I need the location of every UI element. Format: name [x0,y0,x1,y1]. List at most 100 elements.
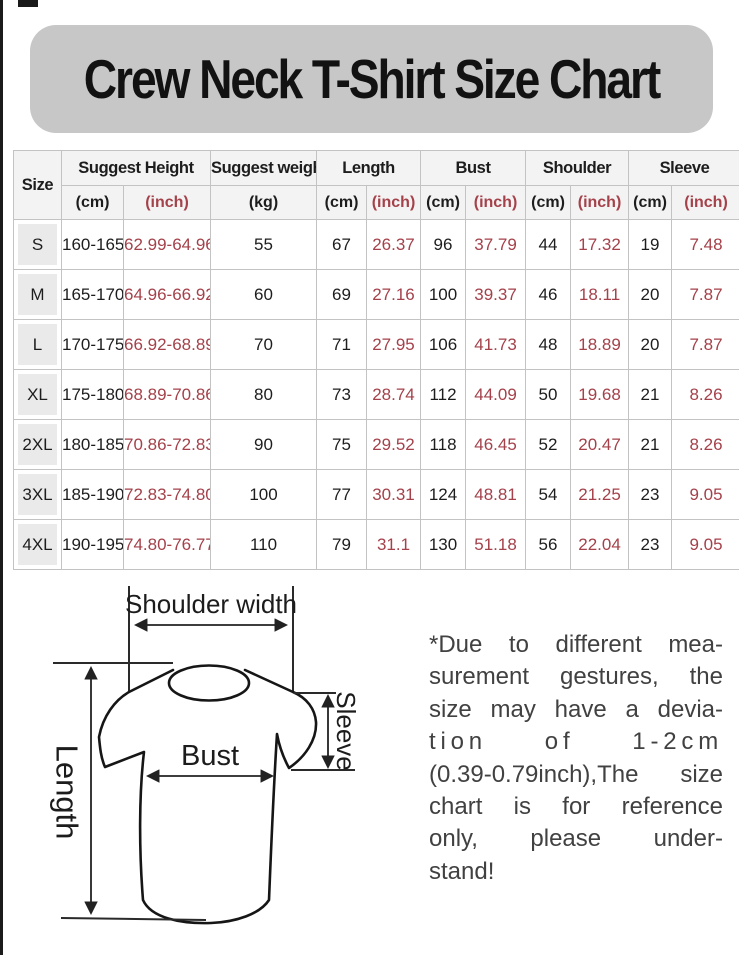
value-cell: 46 [525,269,572,320]
table-row: L 170-175 66.92-68.89 70 71 27.95 106 41.73 48 18… [13,319,739,370]
header-suggest-height: Suggest Height [61,150,211,186]
note-line: stand! [429,857,495,885]
value-cell: 74.80-76.77 [123,519,211,570]
value-cell: 110 [210,519,317,570]
table-header-groups: Size Suggest Height Suggest weight Lengt… [13,150,739,220]
value-cell: 23 [628,519,673,570]
value-cell: 68.89-70.86 [123,369,211,420]
value-cell: 21 [628,369,673,420]
value-cell: 66.92-68.89 [123,319,211,370]
unit-height-cm: (cm) [61,185,124,220]
measurement-note: *Due to different mea-surement gestures,… [429,629,723,888]
value-cell: 90 [210,419,317,470]
value-cell: 185-190 [61,469,124,520]
value-cell: 23 [628,469,673,520]
value-cell: 170-175 [61,319,124,370]
value-cell: 21.25 [570,469,630,520]
neck-ellipse [167,664,251,702]
tshirt-diagram: Shoulder width Length Bust Sleeve [50,586,361,925]
value-cell: 112 [420,369,466,420]
value-cell: 18.89 [570,319,630,370]
header-shoulder: Shoulder [525,150,630,186]
value-cell: 39.37 [464,269,527,320]
value-cell: 19 [628,219,673,270]
unit-length-inch: (inch) [366,185,421,220]
table-row: XL 175-180 68.89-70.86 80 73 28.74 112 44.09 50 1… [13,369,739,420]
value-cell: 56 [525,519,572,570]
unit-bust-cm: (cm) [420,185,466,220]
value-cell: 54 [525,469,572,520]
table-row: 4XL 190-195 74.80-76.77 110 79 31.1 130 51.18 56… [13,519,739,570]
value-cell: 64.96-66.92 [123,269,211,320]
value-cell: 60 [210,269,317,320]
value-cell: 118 [420,419,466,470]
table-row: M 165-170 64.96-66.92 60 69 27.16 100 39.37 46 18… [13,269,739,320]
value-cell: 73 [316,369,367,420]
value-cell: 48.81 [464,469,527,520]
value-cell: 18.11 [570,269,630,320]
value-cell: 17.32 [570,219,630,270]
unit-weight-kg: (kg) [210,185,317,220]
table-row: 2XL 180-185 70.86-72.83 90 75 29.52 118 46.45 52… [13,419,739,470]
value-cell: 50 [525,369,572,420]
size-cell: S [13,219,62,270]
unit-bust-inch: (inch) [464,185,527,220]
value-cell: 29.52 [366,419,421,470]
unit-shoulder-inch: (inch) [570,185,630,220]
value-cell: 165-170 [61,269,124,320]
value-cell: 160-165 [61,219,124,270]
unit-sleeve-inch: (inch) [671,185,739,220]
value-cell: 62.99-64.96 [123,219,211,270]
value-cell: 7.48 [671,219,739,270]
value-cell: 20 [628,319,673,370]
value-cell: 20.47 [570,419,630,470]
value-cell: 37.79 [464,219,527,270]
value-cell: 180-185 [61,419,124,470]
value-cell: 70 [210,319,317,370]
value-cell: 48 [525,319,572,370]
value-cell: 26.37 [366,219,421,270]
value-cell: 175-180 [61,369,124,420]
size-table: Size Suggest Height Suggest weight Lengt… [13,150,739,570]
value-cell: 8.26 [671,369,739,420]
value-cell: 7.87 [671,269,739,320]
value-cell: 100 [210,469,317,520]
value-cell: 69 [316,269,367,320]
value-cell: 9.05 [671,519,739,570]
value-cell: 190-195 [61,519,124,570]
header-bust: Bust [419,150,527,186]
length-label: Length [50,745,85,840]
size-cell: 3XL [13,469,62,520]
tshirt-outline [97,668,318,925]
bust-label: Bust [181,740,239,772]
value-cell: 80 [210,369,317,420]
value-cell: 20 [628,269,673,320]
value-cell: 124 [420,469,466,520]
length-ref-bottom [60,917,207,921]
value-cell: 71 [316,319,367,370]
value-cell: 41.73 [464,319,527,370]
unit-shoulder-cm: (cm) [525,185,572,220]
value-cell: 21 [628,419,673,470]
value-cell: 79 [316,519,367,570]
page-title: Crew Neck T-Shirt Size Chart [83,48,661,110]
size-cell: 2XL [13,419,62,470]
value-cell: 72.83-74.80 [123,469,211,520]
note-line: only, please under- [429,825,723,853]
note-line: size may have a devia- [429,695,723,723]
corner-mark [18,0,38,7]
value-cell: 55 [210,219,317,270]
note-line: *Due to different mea- [429,631,723,658]
value-cell: 51.18 [464,519,527,570]
note-line: tion of 1-2cm [429,728,723,756]
value-cell: 106 [420,319,466,370]
unit-length-cm: (cm) [316,185,367,220]
value-cell: 96 [420,219,466,270]
header-sleeve: Sleeve [628,150,739,186]
value-cell: 9.05 [671,469,739,520]
value-cell: 77 [316,469,367,520]
unit-height-inch: (inch) [123,185,211,220]
value-cell: 70.86-72.83 [123,419,211,470]
table-header-units: (cm) (inch) (kg) (cm) (inch) (cm) (inch)… [14,185,739,220]
